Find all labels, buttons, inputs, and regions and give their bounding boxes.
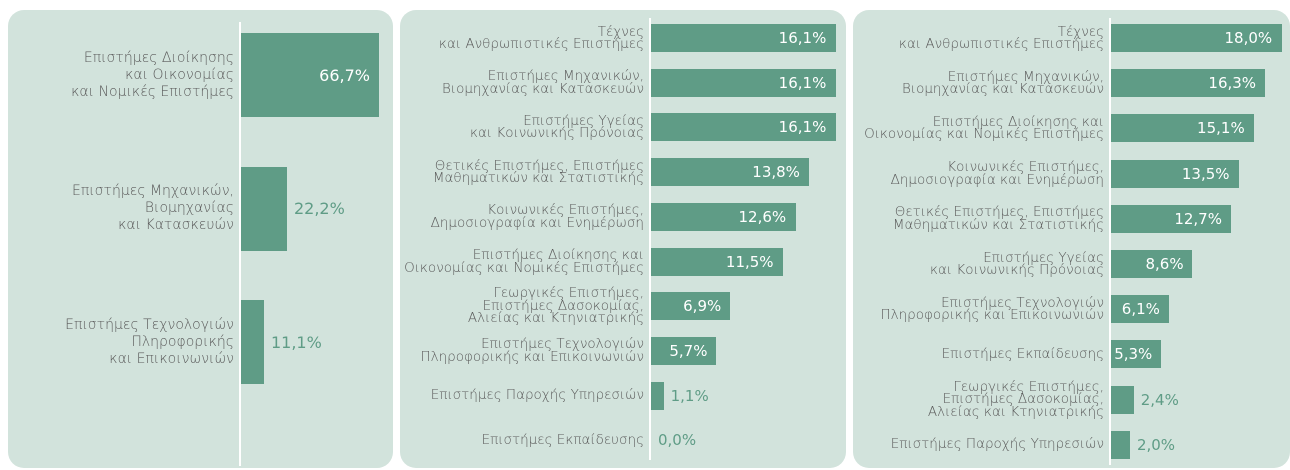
value-label: 12,7% [1174,209,1222,228]
bar [241,33,380,117]
category-label: Επιστήμες Τεχνολογιών Πληροφορικής και Ε… [420,336,644,365]
value-label: 2,0% [1136,435,1176,454]
bar [1111,159,1239,188]
category-label: Επιστήμες Υγείας και Κοινωνικής Πρόνοιας [469,112,644,142]
value-label: 1,1% [670,386,709,405]
category-label: Επιστήμες Μηχανικών, Βιομηχανίας και Κατ… [71,183,234,233]
category-label: Επιστήμες Τεχνολογιών Πληροφορικής και Ε… [65,316,234,367]
value-label: 13,5% [1181,164,1230,183]
value-label: 2,4% [1140,390,1179,409]
category-label: Επιστήμες Διοίκησης και Οικονομίας και Ν… [864,113,1104,143]
value-label: 5,3% [1114,345,1153,364]
category-label: Επιστήμες Μηχανικών, Βιομηχανίας και Κατ… [442,68,644,97]
bar [1111,204,1232,233]
category-label: Επιστήμες Εκπαίδευσης [481,431,644,448]
category-label: Θετικές Επιστήμες, Επιστήμες Μαθηματικών… [892,204,1104,233]
value-label: 12,6% [738,207,787,226]
axis-line [239,22,241,466]
bar [651,158,810,187]
bar [651,202,796,231]
value-label: 15,1% [1197,119,1245,138]
value-label: 66,7% [319,65,370,85]
bar [1111,114,1255,143]
bar [651,381,664,410]
bar [1111,385,1134,414]
value-label: 6,9% [683,297,722,316]
value-label: 8,6% [1145,255,1184,273]
category-label: Γεωργικές Επιστήμες, Επιστήμες Δασοκομία… [467,285,644,327]
category-label: Επιστήμες Διοίκησης και Οικονομίας και Ν… [404,247,644,276]
value-label: 22,2% [293,199,345,218]
axis-line [1109,18,1111,465]
value-label: 11,5% [725,252,774,271]
category-label: Κοινωνικές Επιστήμες, Δημοσιογραφία και … [890,159,1104,188]
category-label: Τέχνες και Ανθρωπιστικές Επιστήμες [438,23,644,52]
value-label: 0,0% [658,431,697,450]
category-label: Γεωργικές Επιστήμες, Επιστήμες Δασοκομία… [927,378,1104,420]
bar [651,336,717,365]
value-label: 13,8% [752,163,800,182]
bar [1111,24,1282,52]
bar [1111,295,1169,324]
category-label: Επιστήμες Παροχής Υπηρεσιών [890,436,1104,453]
bar [1111,69,1266,98]
bar [651,292,731,321]
value-label: 5,7% [669,341,708,360]
category-label: Θετικές Επιστήμες, Επιστήμες Μαθηματικών… [432,157,644,187]
category-label: Επιστήμες Τεχνολογιών Πληροφορικής και Ε… [880,294,1104,324]
category-label: Κοινωνικές Επιστήμες, Δημοσιογραφία και … [430,202,644,231]
bar [651,113,836,142]
value-label: 18,0% [1224,29,1273,47]
bar [241,166,287,251]
bar [651,24,836,52]
value-label: 16,1% [778,118,827,137]
bar [1111,340,1162,369]
value-label: 16,1% [778,73,827,92]
category-label: Επιστήμες Διοίκησης και Οικονομίας και Ν… [71,49,234,100]
value-label: 16,3% [1208,74,1257,93]
bar [241,300,264,384]
category-label: Επιστήμες Παροχής Υπηρεσιών [430,387,644,404]
bar [1111,250,1193,278]
category-label: Επιστήμες Υγείας και Κοινωνικής Πρόνοιας [929,249,1104,278]
value-label: 16,1% [778,29,827,47]
bar [1111,430,1130,459]
category-label: Επιστήμες Εκπαίδευσης [941,345,1104,362]
axis-line [649,18,651,460]
category-label: Τέχνες και Ανθρωπιστικές Επιστήμες [898,23,1104,52]
bar [651,247,783,276]
bar [651,68,836,97]
value-label: 11,1% [270,332,322,352]
value-label: 6,1% [1121,300,1160,319]
category-label: Επιστήμες Μηχανικών, Βιομηχανίας και Κατ… [902,68,1104,98]
